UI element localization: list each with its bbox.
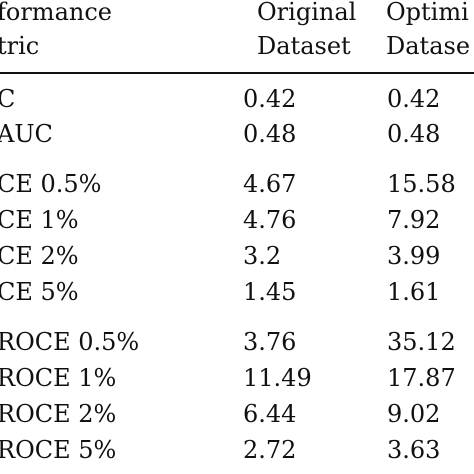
original-value: 3.2	[243, 242, 282, 270]
metric-cell: ROCE 0.5%	[0, 328, 140, 356]
original-value: 0.42	[243, 85, 297, 113]
metric-cell: ROCE 5%	[0, 436, 117, 464]
optimized-value: 1.61	[387, 278, 441, 306]
optimized-value: 7.92	[387, 206, 441, 234]
original-value: 2.72	[243, 436, 297, 464]
optimized-value: 3.63	[387, 436, 441, 464]
metric-cell: CE 5%	[0, 278, 79, 306]
header-optimized-line2: Datase	[386, 32, 471, 60]
optimized-value: 3.99	[387, 242, 441, 270]
header-metric-line2: tric	[0, 32, 40, 60]
optimized-value: 15.58	[387, 170, 456, 198]
original-value: 4.67	[243, 170, 297, 198]
original-value: 0.48	[243, 120, 297, 148]
header-metric-line1: formance	[0, 0, 112, 26]
metric-cell: C	[0, 85, 16, 113]
optimized-value: 17.87	[387, 364, 456, 392]
metric-cell: CE 0.5%	[0, 170, 102, 198]
metric-cell: ROCE 2%	[0, 400, 117, 428]
metric-cell: ROCE 1%	[0, 364, 117, 392]
header-rule	[0, 72, 474, 74]
metric-cell: CE 1%	[0, 206, 79, 234]
optimized-value: 0.48	[387, 120, 441, 148]
header-original-line2: Dataset	[257, 32, 351, 60]
metric-cell: AUC	[0, 120, 53, 148]
original-value: 6.44	[243, 400, 297, 428]
optimized-value: 35.12	[387, 328, 456, 356]
optimized-value: 0.42	[387, 85, 441, 113]
header-optimized-line1: Optimi	[386, 0, 469, 26]
original-value: 3.76	[243, 328, 297, 356]
original-value: 11.49	[243, 364, 312, 392]
optimized-value: 9.02	[387, 400, 441, 428]
original-value: 1.45	[243, 278, 297, 306]
metric-cell: CE 2%	[0, 242, 79, 270]
original-value: 4.76	[243, 206, 297, 234]
header-original-line1: Original	[257, 0, 357, 26]
